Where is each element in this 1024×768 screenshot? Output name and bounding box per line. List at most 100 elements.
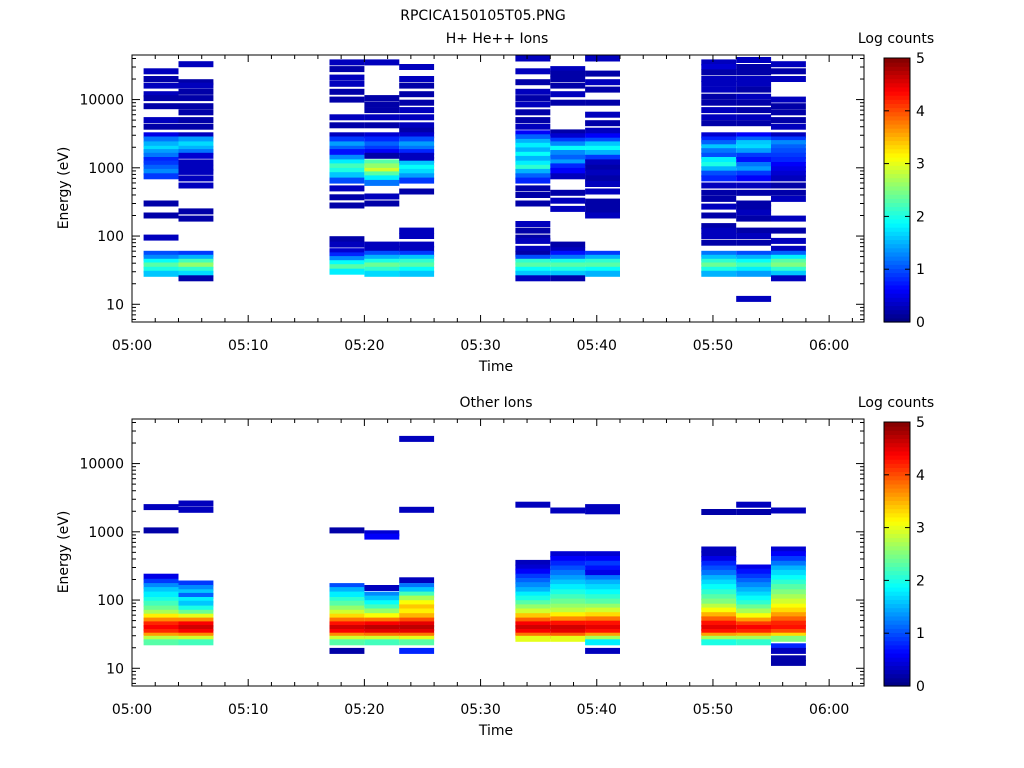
colorbar-swatch — [884, 525, 910, 530]
heatmap-cell — [399, 647, 435, 654]
heatmap-cell — [585, 579, 620, 586]
heatmap-cell — [701, 136, 737, 143]
heatmap-cell — [178, 621, 214, 628]
heatmap-cell — [701, 132, 737, 139]
heatmap-cell — [399, 241, 435, 248]
heatmap-cell — [364, 585, 400, 591]
x-tick-label: 05:30 — [460, 338, 500, 354]
heatmap-cell — [550, 584, 586, 591]
heatmap-cell — [701, 99, 737, 106]
heatmap-cell — [701, 598, 737, 605]
heatmap-cell — [399, 583, 435, 590]
heatmap-cell — [771, 140, 806, 147]
heatmap-cell — [736, 144, 772, 151]
heatmap-cell — [329, 583, 365, 590]
heatmap-cell — [701, 233, 737, 239]
heatmap-cell — [143, 149, 179, 156]
colorbar-swatch — [884, 82, 910, 88]
heatmap-cell — [329, 59, 365, 66]
heatmap-cell — [550, 262, 586, 269]
heatmap-cell — [585, 266, 620, 273]
heatmap-cell — [585, 504, 620, 511]
heatmap-cell — [364, 101, 400, 108]
heatmap-cell — [143, 597, 179, 603]
colorbar-swatch — [884, 272, 910, 278]
colorbar-swatch — [884, 611, 910, 617]
colorbar-swatch — [884, 467, 910, 473]
heatmap-cell — [550, 565, 586, 572]
colorbar-swatch — [884, 173, 910, 179]
heatmap-cell — [399, 168, 435, 175]
colorbar-swatch — [884, 223, 910, 228]
heatmap-cell — [701, 632, 737, 639]
heatmap-cell — [701, 195, 737, 202]
colorbar-swatch — [884, 276, 910, 282]
heatmap-cell — [550, 163, 586, 170]
colorbar-swatch — [884, 305, 910, 311]
heatmap-cell — [550, 560, 586, 567]
colorbar-swatch — [884, 268, 910, 274]
heatmap-cell — [771, 215, 806, 222]
heatmap-cell — [550, 154, 586, 161]
heatmap-cell — [585, 551, 620, 558]
heatmap-cell — [736, 635, 772, 642]
heatmap-cell — [329, 159, 365, 166]
heatmap-cell — [364, 114, 400, 121]
heatmap-cell — [515, 266, 551, 273]
heatmap-cell — [399, 145, 435, 152]
colorbar-swatch — [884, 508, 910, 514]
colorbar-swatch — [884, 78, 910, 84]
heatmap-cell — [550, 141, 586, 148]
heatmap-cell — [550, 616, 586, 623]
heatmap-cell — [399, 617, 435, 624]
heatmap-cell — [515, 234, 551, 241]
heatmap-cell — [143, 173, 179, 180]
colorbar-swatch — [884, 107, 910, 113]
heatmap-cell — [736, 132, 772, 139]
heatmap-cell — [143, 157, 179, 163]
heatmap-cell — [515, 587, 551, 594]
heatmap-cell — [585, 620, 620, 627]
time-column — [585, 55, 620, 277]
heatmap-cell — [701, 620, 737, 627]
heatmap-cell — [550, 569, 586, 576]
heatmap-cell — [364, 175, 400, 182]
heatmap-cell — [364, 59, 400, 66]
colorbar-swatch — [884, 578, 910, 584]
heatmap-cell — [585, 639, 620, 646]
heatmap-cell — [515, 142, 551, 149]
heatmap-cell — [329, 167, 365, 174]
heatmap-cell — [701, 80, 737, 87]
heatmap-cell — [399, 132, 435, 139]
heatmap-cell — [329, 632, 365, 639]
colorbar-swatch — [884, 446, 910, 452]
heatmap-cell — [736, 189, 772, 196]
heatmap-cell — [701, 254, 737, 261]
colorbar-swatch — [884, 653, 910, 658]
colorbar-swatch — [884, 450, 910, 456]
colorbar-swatch — [884, 430, 910, 435]
heatmap-cell — [550, 258, 586, 265]
colorbar-swatch — [884, 570, 910, 576]
colorbar-swatch — [884, 455, 910, 460]
x-tick-label: 05:30 — [460, 702, 500, 718]
colorbar-swatch — [884, 475, 910, 481]
colorbar-swatch — [884, 471, 910, 477]
colorbar-swatch — [884, 111, 910, 117]
heatmap-cell — [736, 595, 772, 602]
heatmap-cell — [399, 149, 435, 156]
heatmap-cell — [736, 162, 772, 168]
heatmap-cell — [585, 175, 620, 182]
heatmap-cell — [771, 647, 806, 654]
colorbar-swatch — [884, 434, 910, 440]
colorbar-tick-label: 0 — [916, 315, 925, 331]
heatmap-cell — [771, 659, 806, 666]
heatmap-cell — [701, 635, 737, 642]
colorbar-swatch — [884, 128, 910, 133]
heatmap-cell — [143, 573, 179, 580]
heatmap-cell — [701, 212, 737, 219]
time-column — [364, 59, 400, 277]
y-tick-label: 1000 — [88, 525, 124, 541]
heatmap-cell — [143, 132, 179, 139]
heatmap-cell — [143, 234, 179, 241]
